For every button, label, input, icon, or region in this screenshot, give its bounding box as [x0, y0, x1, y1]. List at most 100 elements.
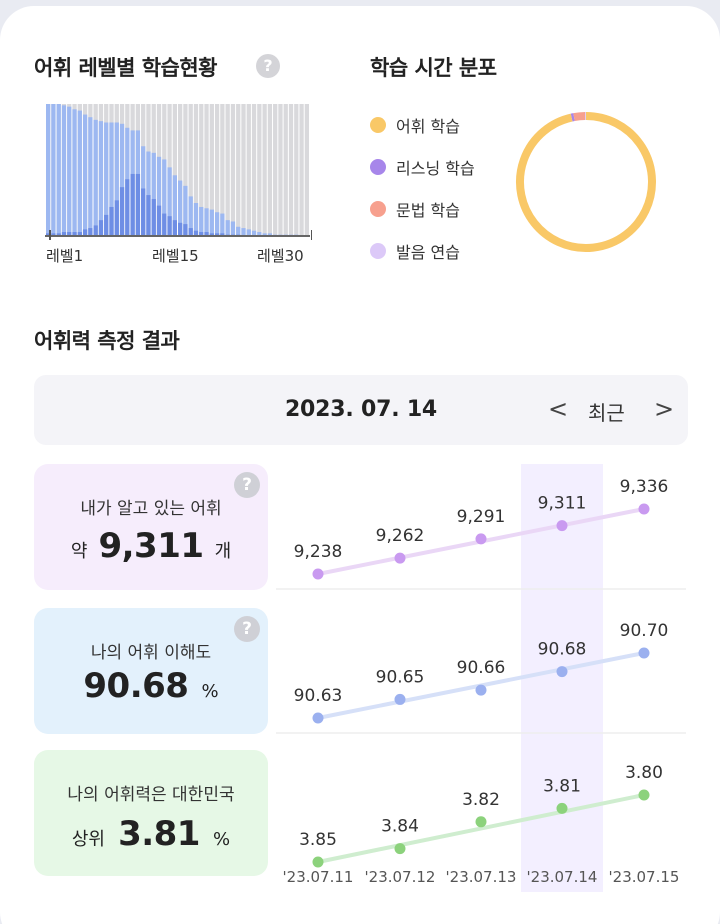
level-bar-mastered [77, 232, 82, 236]
level-bar-mastered [151, 199, 156, 236]
level-bar-mastered [88, 228, 93, 236]
trend-point-label: 3.80 [625, 763, 663, 783]
level-bar-learned [77, 110, 82, 236]
date-selector-bar: 2023. 07. 14 < 최근 > [34, 375, 688, 445]
level-bar-bg [199, 104, 204, 236]
trend-point-label: 90.70 [620, 621, 669, 641]
comprehension-value-row: 90.68 % [34, 666, 268, 706]
level-bar-mastered [119, 187, 125, 236]
trend-date-label: '23.07.12 [365, 868, 436, 886]
level-bar-bg [262, 104, 267, 236]
comprehension-help-icon[interactable]: ? [234, 616, 260, 642]
level-bar-learned [151, 152, 156, 236]
level-bar-learned [162, 159, 167, 236]
trend-point-label: 9,311 [538, 494, 587, 514]
trend-point [638, 503, 650, 515]
level-bar-learned [119, 123, 125, 236]
level-bar-mastered [125, 179, 130, 236]
trend-line [316, 793, 646, 864]
recent-button[interactable]: 최근 [588, 401, 625, 425]
level-bar-mastered [209, 233, 214, 236]
chevron-right-icon[interactable]: > [654, 395, 675, 423]
trend-point-label: 90.68 [538, 640, 587, 660]
level-bar-learned [82, 114, 88, 236]
level-bar-learned [188, 196, 193, 236]
trend-point [556, 666, 568, 678]
level-bar-bg [220, 104, 225, 236]
donut-segment [573, 112, 586, 122]
time-legend: 어휘 학습 리스닝 학습 문법 학습 발음 연습 [370, 113, 475, 263]
known-words-card: 내가 알고 있는 어휘 약 9,311 개 ? [34, 464, 268, 590]
level-bar-bg [273, 104, 278, 236]
level-bar-learned [167, 167, 172, 236]
level-bar-bg [278, 104, 283, 236]
known-words-help-icon[interactable]: ? [234, 472, 260, 498]
level-bar-bg [294, 104, 299, 236]
level-bar-mastered [183, 224, 188, 236]
level-bar-learned [209, 209, 214, 236]
level-bar-mastered [178, 222, 183, 236]
legend-label-pronunciation: 발음 연습 [396, 243, 460, 262]
level-bar-learned [46, 104, 51, 236]
trend-point-label: 3.85 [299, 830, 337, 850]
level-bar-bg [209, 104, 214, 236]
level-bar-mastered [130, 173, 135, 236]
trend-point-label: 9,336 [620, 477, 669, 497]
trend-point [475, 684, 487, 696]
level-bar-bg [283, 104, 288, 236]
trend-point [556, 802, 568, 814]
level-bar-bg [241, 104, 246, 236]
known-words-value-row: 약 9,311 개 [34, 526, 268, 566]
ranking-label: 나의 어휘력은 대한민국 [67, 785, 235, 805]
comprehension-value: 90.68 [83, 666, 189, 706]
trend-point-label: 3.84 [381, 817, 419, 837]
legend-label-vocab: 어휘 학습 [396, 117, 460, 136]
result-section-title: 어휘력 측정 결과 [34, 329, 180, 353]
level-bar-mastered [214, 233, 220, 236]
trend-point [638, 789, 650, 801]
level-bar-learned [156, 156, 162, 236]
level-bar-bg [178, 104, 183, 236]
level-axis-label-1: 레벨1 [46, 247, 84, 265]
level-bar-learned [98, 121, 104, 236]
donut-segment [516, 112, 656, 252]
trend-date-label: '23.07.15 [609, 868, 680, 886]
level-bar-learned [67, 106, 72, 236]
trend-date-label: '23.07.11 [283, 868, 354, 886]
level-bar-bg [183, 104, 188, 236]
chevron-left-icon[interactable]: < [548, 395, 569, 423]
trend-point [312, 712, 324, 724]
ranking-unit: % [213, 829, 231, 850]
trend-point-label: 3.81 [543, 776, 581, 796]
level-bar-bg [225, 104, 230, 236]
level-axis-label-15: 레벨15 [152, 247, 199, 265]
level-bar-learned [178, 180, 183, 236]
level-bar-learned [51, 104, 56, 236]
level-bar-learned [267, 233, 273, 236]
level-bar-learned [56, 104, 61, 236]
trend-point [394, 552, 406, 564]
legend-item-listening: 리스닝 학습 [370, 155, 475, 179]
level-bar-learned [251, 230, 257, 236]
ranking-value: 3.81 [118, 814, 200, 854]
level-bar-learned [214, 212, 220, 236]
level-bar-bg [246, 104, 251, 236]
trend-point-label: 9,238 [294, 542, 343, 562]
level-bar-mastered [72, 232, 77, 236]
trend-point-label: 3.82 [462, 790, 500, 810]
ranking-prefix: 상위 [71, 829, 105, 850]
level-bar-bg [230, 104, 236, 236]
level-bar-learned [225, 220, 230, 236]
level-bar-learned [220, 213, 225, 236]
time-section-title: 학습 시간 분포 [370, 56, 497, 80]
level-bar-learned [114, 122, 119, 236]
level-bar-mastered [56, 233, 61, 236]
comprehension-unit: % [201, 681, 219, 702]
level-bar-bg [267, 104, 273, 236]
level-bar-learned [146, 151, 151, 236]
trend-point-label: 9,291 [457, 507, 506, 527]
level-help-icon[interactable]: ? [256, 54, 280, 78]
trend-point [394, 843, 406, 855]
level-bar-bg [193, 104, 199, 236]
level-bar-learned [183, 185, 188, 236]
